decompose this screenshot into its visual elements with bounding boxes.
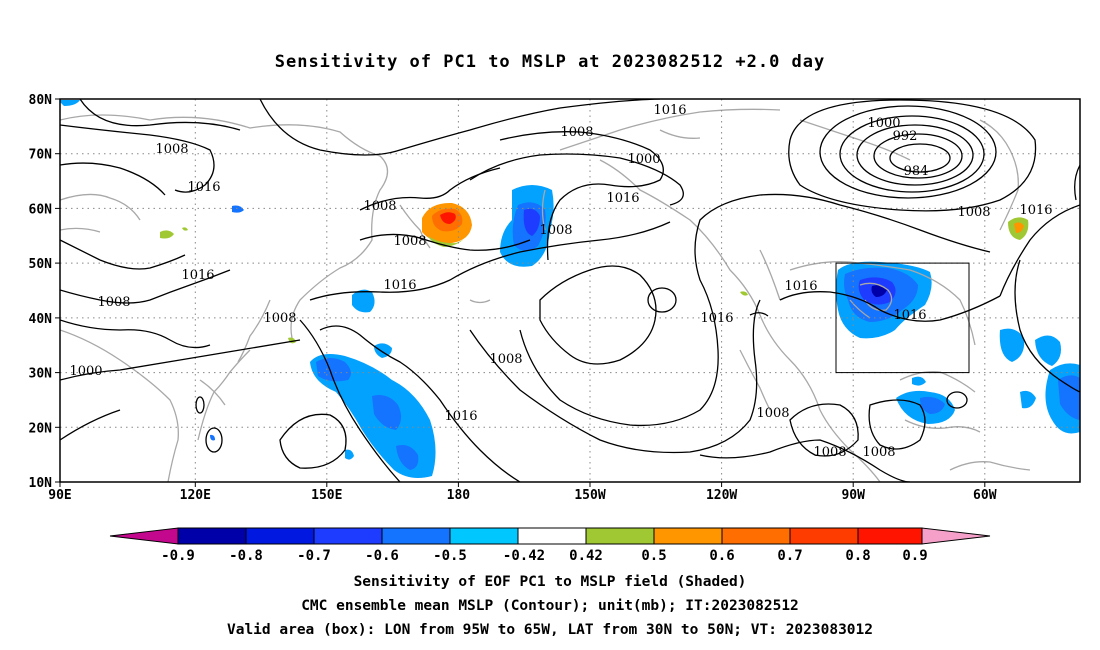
colorbar-segment	[857, 527, 923, 545]
contour-label: 1016	[784, 279, 817, 294]
colorbar-low-arrow	[109, 527, 179, 545]
colorbar-segment	[653, 527, 723, 545]
contour-label: 1008	[957, 205, 990, 220]
colorbar-label: -0.6	[365, 548, 399, 564]
caption-line-3: Valid area (box): LON from 95W to 65W, L…	[226, 622, 873, 638]
colorbar-segment	[585, 527, 655, 545]
contour-label: 1008	[560, 125, 593, 140]
axis-ticks	[55, 98, 986, 487]
colorbar-label: -0.5	[433, 548, 467, 564]
lon-label: 180	[447, 488, 471, 503]
contour-label: 1008	[393, 234, 426, 249]
lon-label: 150E	[311, 488, 342, 503]
lat-label: 50N	[29, 257, 53, 272]
colorbar-segment	[449, 527, 519, 545]
contour-label: 1016	[181, 268, 214, 283]
lon-label: 120E	[180, 488, 211, 503]
contour-label: 992	[893, 129, 918, 144]
contour-label: 1008	[263, 311, 296, 326]
contour-label: 1008	[756, 406, 789, 421]
contour-label: 1008	[97, 295, 130, 310]
colorbar-label: -0.7	[297, 548, 331, 564]
colorbar-segment	[381, 527, 451, 545]
colorbar-label: 0.5	[641, 548, 666, 564]
colorbar-label: 0.6	[709, 548, 734, 564]
colorbar-high-arrow	[921, 527, 991, 545]
valid-area-box	[835, 262, 970, 374]
lon-label: 90W	[841, 488, 865, 503]
lon-label: 150W	[574, 488, 605, 503]
colorbar-label: -0.8	[229, 548, 263, 564]
map-title: Sensitivity of PC1 to MSLP at 2023082512…	[274, 52, 826, 72]
colorbar	[109, 527, 991, 545]
sensitivity-shading	[60, 100, 1080, 478]
longitude-labels: 90E 120E 150E 180 150W 120W 90W 60W	[48, 488, 996, 503]
caption-line-2: CMC ensemble mean MSLP (Contour); unit(m…	[301, 598, 799, 614]
colorbar-segment	[177, 527, 247, 545]
contour-label: 1008	[155, 142, 188, 157]
contour-label: 1008	[363, 199, 396, 214]
colorbar-segment	[517, 527, 587, 545]
lon-label: 60W	[973, 488, 997, 503]
plot-frame	[59, 98, 1081, 483]
contour-label: 1000	[69, 364, 102, 379]
contour-label: 1016	[893, 308, 926, 323]
contour-label: 1016	[653, 103, 686, 118]
caption-line-1: Sensitivity of EOF PC1 to MSLP field (Sh…	[353, 574, 747, 590]
latitude-labels: 80N 70N 60N 50N 40N 30N 20N 10N	[29, 93, 53, 491]
contour-label: 984	[904, 164, 929, 179]
low-pressure-center	[889, 143, 951, 173]
contour-label: 1016	[187, 180, 220, 195]
contour-label: 1016	[700, 311, 733, 326]
lat-label: 40N	[29, 312, 53, 327]
contour-label: 1016	[383, 278, 416, 293]
lat-label: 30N	[29, 367, 53, 382]
colorbar-labels: -0.9 -0.8 -0.7 -0.6 -0.5 -0.42 0.42 0.5 …	[161, 548, 928, 564]
contour-label: 1008	[862, 445, 895, 460]
colorbar-label: 0.8	[845, 548, 870, 564]
colorbar-segment	[313, 527, 383, 545]
colorbar-label: 0.9	[902, 548, 927, 564]
lat-label: 20N	[29, 421, 53, 436]
contour-label: 1008	[539, 223, 572, 238]
contour-label: 1016	[606, 191, 639, 206]
colorbar-label: 0.7	[777, 548, 802, 564]
lon-label: 120W	[706, 488, 737, 503]
contour-label: 1008	[489, 352, 522, 367]
contour-label: 1008	[813, 445, 846, 460]
contour-label: 1016	[444, 409, 477, 424]
mslp-contours	[60, 99, 1080, 482]
contour-labels: 1016 1008 1000 1008 1016 1000 992 984 10…	[69, 103, 1052, 460]
lat-label: 80N	[29, 93, 53, 108]
lon-label: 90E	[48, 488, 71, 503]
lat-label: 60N	[29, 202, 53, 217]
colorbar-segment	[245, 527, 315, 545]
lat-label: 70N	[29, 148, 53, 163]
lat-label: 10N	[29, 476, 53, 491]
colorbar-segment	[721, 527, 791, 545]
contour-label: 1000	[627, 152, 660, 167]
colorbar-label: -0.9	[161, 548, 195, 564]
colorbar-segment	[789, 527, 859, 545]
colorbar-label: 0.42	[569, 548, 603, 564]
colorbar-label: -0.42	[503, 548, 545, 564]
contour-label: 1000	[867, 116, 900, 131]
contour-label: 1016	[1019, 203, 1052, 218]
graticule	[60, 99, 1080, 482]
